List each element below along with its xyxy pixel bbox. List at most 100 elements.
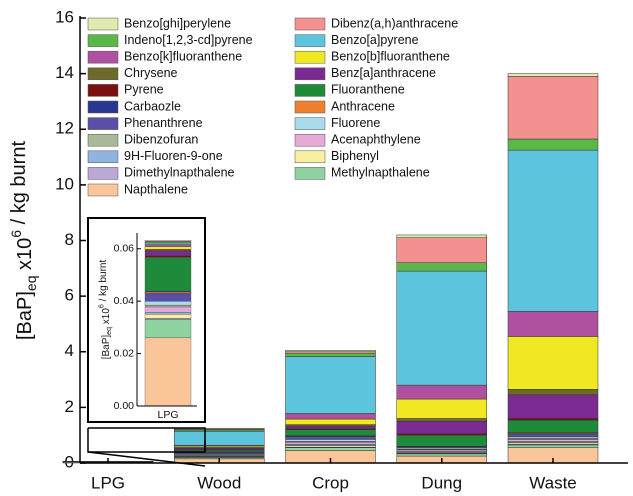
legend-label: Phenanthrene bbox=[124, 116, 203, 130]
legend-swatch bbox=[87, 167, 119, 180]
x-tick-label: LPG bbox=[157, 409, 178, 421]
legend-swatch bbox=[294, 34, 326, 47]
y-tick-label: 12 bbox=[55, 119, 74, 138]
y-tick-label: 0.02 bbox=[114, 347, 135, 359]
y-axis-label-part: x10 bbox=[101, 308, 112, 327]
legend-label: Anthracene bbox=[331, 99, 395, 113]
legend-label: Fluoranthene bbox=[331, 83, 405, 97]
legend-label: Benzo[a]pyrene bbox=[331, 33, 419, 47]
legend-label: Methylnapthalene bbox=[331, 166, 430, 180]
y-axis-label: [BaP]eq x106 / kg burnt bbox=[8, 141, 39, 340]
bar-segment bbox=[285, 352, 376, 357]
y-tick-label: 4 bbox=[65, 341, 74, 360]
x-tick-label: Dung bbox=[421, 473, 462, 492]
y-axis-label-part: x10 bbox=[14, 238, 36, 276]
legend-swatch bbox=[87, 150, 119, 164]
legend-swatch bbox=[294, 117, 326, 130]
bar-segment bbox=[507, 444, 599, 448]
bar-segment bbox=[507, 439, 599, 442]
bar-segment bbox=[507, 389, 599, 396]
inset-bar-segment bbox=[144, 306, 192, 313]
legend-swatch bbox=[294, 17, 326, 31]
y-tick-label: 10 bbox=[55, 174, 74, 193]
bar-segment bbox=[285, 418, 376, 425]
legend-label: Fluorene bbox=[331, 116, 380, 130]
bar-segment bbox=[285, 436, 376, 440]
y-tick-label: 14 bbox=[55, 63, 74, 82]
bar-segment bbox=[285, 429, 376, 436]
inset-bar-segment bbox=[144, 337, 192, 407]
inset-bar-segment bbox=[144, 319, 192, 338]
bar-segment bbox=[285, 350, 376, 352]
inset-bar-segment bbox=[144, 301, 192, 306]
bar-segment bbox=[507, 138, 599, 151]
legend-swatch bbox=[87, 133, 119, 147]
y-axis-label-part: eq bbox=[23, 276, 39, 292]
bar-segment bbox=[507, 336, 599, 390]
y-axis-label: [BaP]eq x106 / kg burnt bbox=[98, 260, 113, 360]
legend-label: Napthalene bbox=[124, 182, 188, 196]
legend-label: Benzo[b]fluoranthene bbox=[331, 49, 450, 63]
legend-swatch bbox=[87, 34, 119, 47]
bar-segment bbox=[396, 384, 487, 400]
bar-segment bbox=[507, 149, 599, 312]
bar-segment bbox=[507, 418, 599, 421]
inset-bar-segment bbox=[144, 312, 192, 315]
y-axis-label-part: [BaP] bbox=[101, 335, 112, 360]
inset-bar-segment bbox=[144, 250, 192, 256]
legend-swatch bbox=[294, 84, 326, 97]
legend-swatch bbox=[87, 183, 119, 197]
bar-segment bbox=[507, 436, 599, 439]
inset-bar-segment bbox=[144, 318, 192, 320]
inset: 0.00 0.02 0.04 0.06 LPG [BaP]eq x106 / kg bur… bbox=[98, 233, 197, 421]
legend-swatch bbox=[294, 133, 326, 147]
legend-swatch bbox=[294, 100, 326, 114]
legend-swatch bbox=[87, 100, 119, 114]
inset-bar-segment bbox=[144, 256, 192, 292]
y-axis-label-part: 6 bbox=[98, 304, 105, 308]
y-axis-label-part: 6 bbox=[8, 230, 24, 238]
bar-segment bbox=[396, 421, 487, 435]
y-tick-label: 16 bbox=[55, 7, 74, 26]
legend-label: Acenaphthylene bbox=[331, 132, 421, 146]
bar-segment bbox=[396, 449, 487, 452]
legend-swatch bbox=[294, 167, 326, 180]
legend-label: Pyrene bbox=[124, 83, 164, 97]
inset-bar-segment bbox=[144, 242, 192, 245]
legend-label: Chrysene bbox=[124, 66, 178, 80]
legend-swatch bbox=[87, 17, 119, 31]
zoom-line bbox=[87, 451, 206, 467]
y-tick-label: 6 bbox=[65, 286, 74, 305]
zoom-decor bbox=[87, 217, 206, 467]
y-tick-label: 8 bbox=[65, 230, 74, 249]
x-tick-label: LPG bbox=[91, 473, 125, 492]
bar-segment bbox=[396, 270, 487, 386]
y-tick-label: 0.04 bbox=[114, 295, 135, 307]
legend-swatch bbox=[294, 50, 326, 64]
legend-swatch bbox=[294, 150, 326, 164]
legend-swatch bbox=[87, 84, 119, 97]
inset-frame bbox=[87, 217, 206, 423]
inset-bar-segment bbox=[144, 244, 192, 247]
bar-segment bbox=[507, 311, 599, 337]
legend-label: Benzo[k]fluoranthene bbox=[124, 49, 242, 63]
y-axis-label-part: [BaP] bbox=[14, 291, 36, 340]
legend-swatch bbox=[87, 67, 119, 81]
bar-segment bbox=[396, 234, 487, 238]
inset-bar-segment bbox=[144, 293, 192, 302]
y-tick-label: 2 bbox=[65, 397, 74, 416]
bar-segment bbox=[396, 398, 487, 419]
bar-segment bbox=[285, 356, 376, 414]
bar-segment bbox=[285, 425, 376, 430]
bar-segment bbox=[507, 433, 599, 438]
bar-segment bbox=[285, 439, 376, 442]
bar-segment bbox=[285, 413, 376, 420]
inset-bar-segment bbox=[144, 304, 192, 308]
legend-label: Benz[a]anthracene bbox=[331, 66, 436, 80]
bar-segment bbox=[507, 419, 599, 433]
bar-segment bbox=[174, 431, 265, 446]
bar-segment bbox=[507, 394, 599, 419]
inset-bar-segment bbox=[144, 246, 192, 250]
inset-bar-segment bbox=[144, 249, 192, 251]
